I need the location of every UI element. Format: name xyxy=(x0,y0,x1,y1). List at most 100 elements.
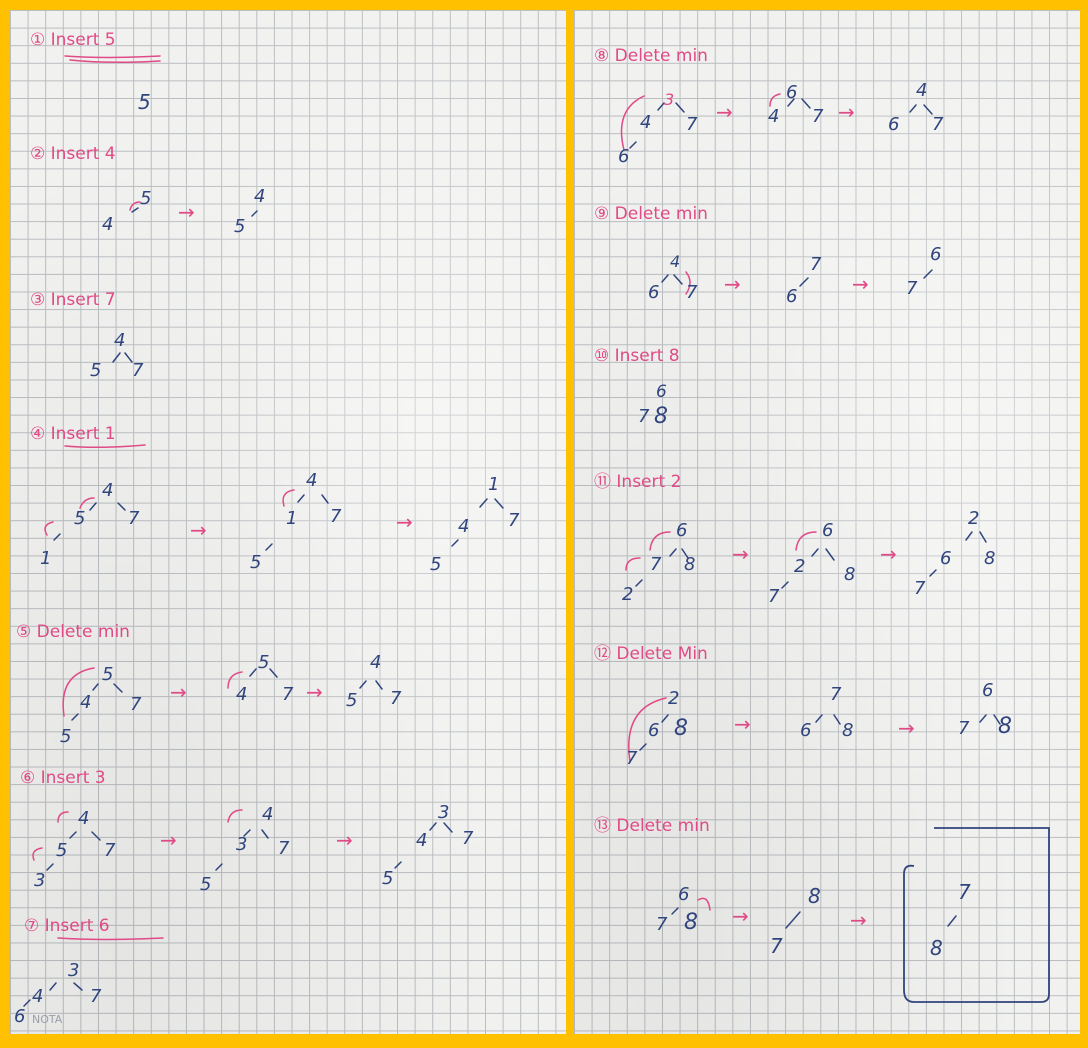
tree-node: 4 xyxy=(78,808,90,829)
tree-node: 8 xyxy=(842,720,854,741)
arrow: → xyxy=(732,542,749,566)
tree-node: 6 xyxy=(648,720,660,741)
tree-node: 8 xyxy=(654,404,668,429)
tree-node: 7 xyxy=(104,840,116,861)
tree-node: 6 xyxy=(648,282,660,303)
tree-node: 5 xyxy=(430,554,442,575)
tree-node: 1 xyxy=(286,508,298,529)
tree-node: 7 xyxy=(656,914,668,935)
tree-node: 5 xyxy=(382,868,394,889)
arrow: → xyxy=(190,518,207,542)
tree-node: 8 xyxy=(684,910,698,935)
tree-node: 7 xyxy=(958,718,970,739)
tree-node: 4 xyxy=(370,652,382,673)
tree-node: 7 xyxy=(932,114,944,135)
step-label: ⑪ Insert 2 xyxy=(594,472,682,492)
tree-node: 4 xyxy=(670,252,681,271)
tree-node: 6 xyxy=(888,114,900,135)
tree-node: 7 xyxy=(958,880,971,904)
tree-node: 7 xyxy=(390,688,402,709)
step-label: ⑫ Delete Min xyxy=(594,644,708,664)
tree-node: 7 xyxy=(626,748,638,769)
tree-node: 2 xyxy=(668,688,680,709)
tree-node: 4 xyxy=(102,480,114,501)
tree-node: 4 xyxy=(114,330,126,351)
tree-node: 2 xyxy=(622,584,634,605)
arrow: → xyxy=(396,510,413,534)
tree-node: 5 xyxy=(346,690,358,711)
tree-node: 7 xyxy=(90,986,102,1007)
tree-node: 5 xyxy=(140,188,152,209)
tree-node: 1 xyxy=(40,548,52,569)
tree-node: 6 xyxy=(800,720,812,741)
tree-node: 4 xyxy=(416,830,428,851)
tree-node: 6 xyxy=(940,548,952,569)
right-notebook-page: ⑧ Delete min 3 4 7 6 → 6 4 7 → 4 6 7 ⑨ D… xyxy=(574,10,1080,1034)
step-label: ① Insert 5 xyxy=(30,30,116,50)
tree-node: 7 xyxy=(686,282,698,303)
step-label: ③ Insert 7 xyxy=(30,290,116,310)
arrow: → xyxy=(716,100,733,124)
tree-node: 4 xyxy=(306,470,318,491)
tree-node: 6 xyxy=(822,520,834,541)
tree-node: 7 xyxy=(650,554,662,575)
tree-node: 7 xyxy=(130,694,142,715)
tree-node: 6 xyxy=(14,1006,26,1027)
step-label: ⑥ Insert 3 xyxy=(20,768,106,788)
tree-node: 8 xyxy=(998,714,1012,739)
arrow: → xyxy=(170,680,187,704)
tree-node: 5 xyxy=(200,874,212,895)
tree-node: 7 xyxy=(812,106,824,127)
arrow: → xyxy=(178,200,195,224)
tree-node: 7 xyxy=(278,838,290,859)
tree-node: 6 xyxy=(656,382,667,402)
tree-node: 3 xyxy=(236,834,248,855)
tree-node: 3 xyxy=(438,802,450,823)
tree-node: 5 xyxy=(74,508,86,529)
tree-node: 7 xyxy=(330,506,342,527)
tree-node: 8 xyxy=(808,884,821,908)
arrow: → xyxy=(336,828,353,852)
tree-node: 6 xyxy=(930,244,942,265)
tree-node: 7 xyxy=(830,684,842,705)
tree-node: 2 xyxy=(968,508,980,529)
tree-node: 2 xyxy=(794,556,806,577)
step-label: ⑬ Delete min xyxy=(594,816,710,836)
tree-node: 7 xyxy=(282,684,294,705)
tree-node: 4 xyxy=(236,684,248,705)
tree-node: 4 xyxy=(80,692,92,713)
tree-node: 5 xyxy=(234,216,246,237)
arrow: → xyxy=(880,542,897,566)
tree-node: 3 xyxy=(34,870,46,891)
tree-node: 5 xyxy=(56,840,68,861)
step-label: ⑧ Delete min xyxy=(594,46,708,66)
tree-node: 4 xyxy=(262,804,274,825)
tree-node: 7 xyxy=(906,278,918,299)
left-notebook-page: ① Insert 5 5 ② Insert 4 5 4 → 4 5 ③ Inse… xyxy=(10,10,566,1034)
tree-node: 7 xyxy=(638,406,650,427)
arrow: → xyxy=(306,680,323,704)
tree-node: 6 xyxy=(786,82,798,103)
arrow: → xyxy=(852,272,869,296)
tree-node: 6 xyxy=(786,286,798,307)
tree-node: 4 xyxy=(32,986,44,1007)
tree-node: 6 xyxy=(618,146,630,167)
step-label: ④ Insert 1 xyxy=(30,424,116,444)
tree-node: 5 xyxy=(60,726,72,747)
tree-node: 8 xyxy=(684,554,696,575)
tree-node: 8 xyxy=(930,936,943,960)
tree-node: 6 xyxy=(676,520,688,541)
tree-node: 5 xyxy=(250,552,262,573)
tree-node: 1 xyxy=(488,474,500,495)
tree-node: 8 xyxy=(844,564,856,585)
tree-node: 5 xyxy=(102,664,114,685)
tree-node: 7 xyxy=(810,254,822,275)
tree-node: 5 xyxy=(138,90,151,114)
step-label: ⑨ Delete min xyxy=(594,204,708,224)
tree-node: 3 xyxy=(68,960,80,981)
tree-node: 8 xyxy=(674,716,688,741)
tree-node: 4 xyxy=(102,214,114,235)
step-label: ⑦ Insert 6 xyxy=(24,916,110,936)
tree-node: 8 xyxy=(984,548,996,569)
